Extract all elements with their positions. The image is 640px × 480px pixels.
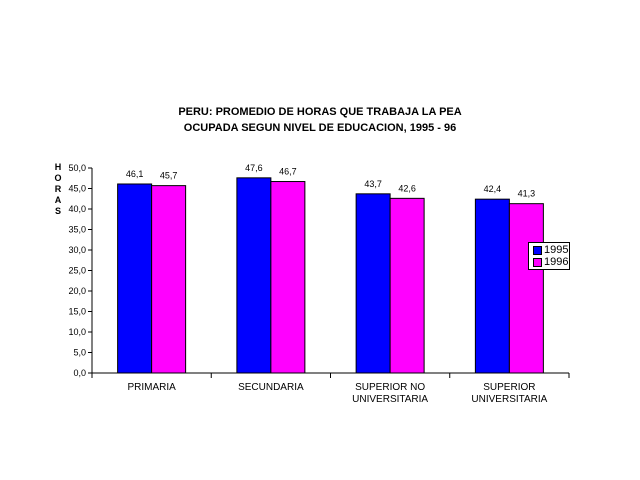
data-label: 46,7 [279, 167, 297, 177]
x-category-label: SECUNDARIA [238, 382, 304, 393]
chart-title-line-1: PERU: PROMEDIO DE HORAS QUE TRABAJA LA P… [178, 106, 462, 118]
y-axis-label-letter: A [54, 195, 62, 205]
y-tick-label: 25,0 [68, 266, 86, 276]
y-tick-label: 20,0 [68, 286, 86, 296]
data-label: 46,1 [126, 169, 144, 179]
x-category-label: SUPERIOR [483, 382, 535, 393]
y-tick-label: 10,0 [68, 327, 86, 337]
y-tick-label: 40,0 [68, 204, 86, 214]
bar-1995 [474, 198, 510, 374]
bar-1995 [117, 183, 153, 374]
bar-1996 [508, 203, 544, 374]
bar-1996 [270, 181, 306, 374]
y-tick-label: 50,0 [68, 163, 86, 173]
data-label: 45,7 [160, 171, 178, 181]
y-tick-label: 35,0 [68, 225, 86, 235]
legend-item-1995: 1995 [533, 244, 568, 256]
y-axis-label-letter: O [54, 173, 62, 183]
bar-1996 [389, 197, 425, 374]
data-label: 47,6 [245, 163, 263, 173]
data-label: 43,7 [364, 179, 382, 189]
bar-1995 [355, 193, 391, 374]
x-category-label: PRIMARIA [127, 382, 176, 393]
x-category-label: UNIVERSITARIA [352, 394, 428, 405]
x-category-label: SUPERIOR NO [355, 382, 425, 393]
legend-item-1996: 1996 [533, 256, 568, 268]
legend-swatch-1996 [533, 257, 542, 267]
bar-1995 [236, 177, 272, 374]
y-axis-label-letter: S [54, 206, 61, 216]
y-tick-label: 5,0 [73, 348, 86, 358]
data-label: 42,4 [484, 184, 502, 194]
y-tick-label: 30,0 [68, 245, 86, 255]
y-axis-label-letter: R [54, 184, 62, 194]
y-axis-label-letter: H [54, 162, 62, 172]
legend-label-1996: 1996 [544, 256, 569, 268]
chart-title-line-2: OCUPADA SEGUN NIVEL DE EDUCACION, 1995 -… [183, 122, 457, 134]
y-tick-label: 0,0 [73, 368, 86, 378]
bar-1996 [151, 185, 187, 374]
legend-label-1995: 1995 [544, 244, 569, 256]
y-tick-label: 15,0 [68, 307, 86, 317]
data-label: 42,6 [398, 183, 416, 193]
x-category-label: UNIVERSITARIA [471, 394, 547, 405]
data-label: 41,3 [518, 189, 536, 199]
legend: 1995 1996 [528, 242, 570, 270]
y-tick-label: 45,0 [68, 184, 86, 194]
legend-swatch-1995 [533, 245, 542, 255]
